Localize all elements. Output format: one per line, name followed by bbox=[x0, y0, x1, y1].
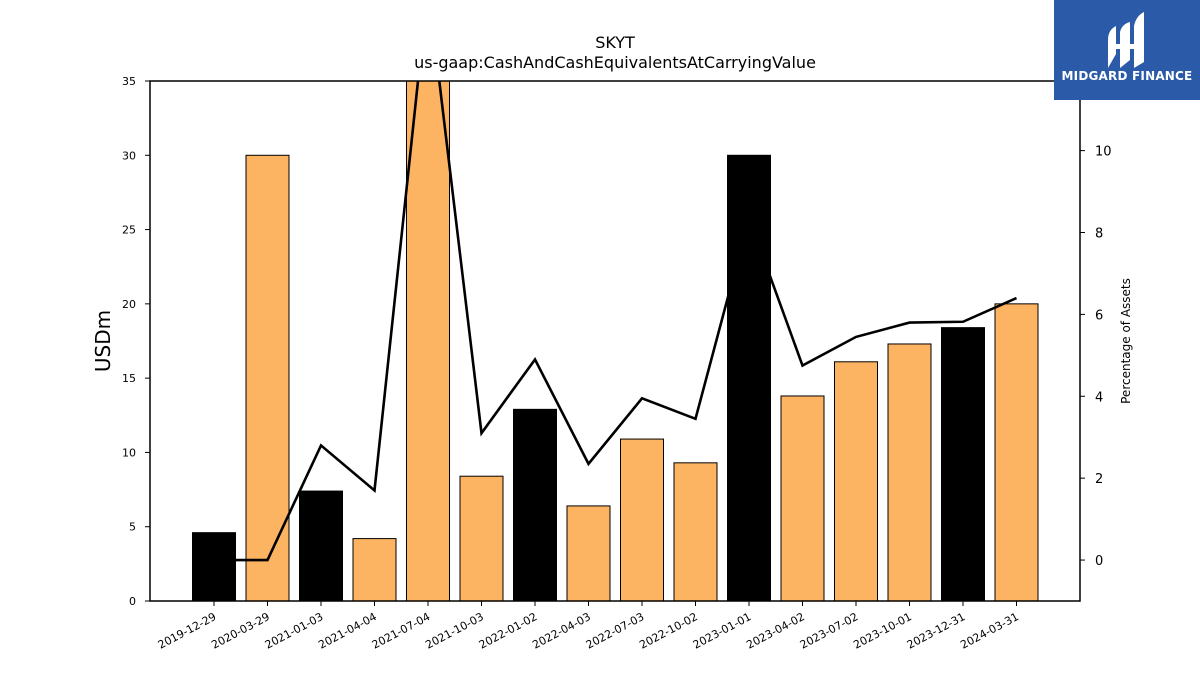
bar-2023-07-02 bbox=[834, 361, 878, 601]
line-group bbox=[214, 81, 1018, 562]
x-tick-label: 2023-07-02 bbox=[798, 610, 861, 651]
bar-2021-01-03 bbox=[299, 490, 343, 601]
y-tick-label: 0 bbox=[129, 595, 136, 608]
bar-2019-12-29 bbox=[192, 532, 236, 601]
y-tick-label: 5 bbox=[129, 521, 136, 534]
x-tick-label: 2020-03-29 bbox=[209, 610, 272, 651]
percentage-line bbox=[214, 81, 1018, 562]
bar-2023-04-02 bbox=[780, 395, 825, 601]
plot-frame bbox=[149, 80, 1081, 602]
x-tick-label: 2023-12-31 bbox=[905, 610, 968, 651]
bar-2022-10-02 bbox=[673, 462, 718, 601]
y-tick-label: 10 bbox=[122, 446, 136, 459]
x-tick-label: 2023-01-01 bbox=[691, 610, 754, 651]
y-tick-label: 15 bbox=[122, 372, 136, 385]
y-tick-label: 20 bbox=[122, 298, 136, 311]
bar-2023-12-31 bbox=[941, 327, 985, 601]
x-tick-label: 2022-10-02 bbox=[637, 610, 700, 651]
brand-logo: MIDGARD FINANCE bbox=[1054, 0, 1200, 100]
right-axis-ticks: 0 2 4 6 8 10 bbox=[1080, 145, 1112, 569]
midgard-logo-icon bbox=[1108, 12, 1144, 68]
bars-group bbox=[192, 81, 1039, 601]
x-tick-label: 2022-04-03 bbox=[530, 610, 593, 651]
bar-2021-04-04 bbox=[352, 538, 397, 601]
bar-2022-04-03 bbox=[566, 505, 611, 601]
logo-text: MIDGARD FINANCE bbox=[1061, 69, 1193, 83]
y-axis-label: USDm bbox=[91, 310, 115, 372]
y-tick-label: 25 bbox=[122, 224, 136, 237]
chart-title: SKYT bbox=[595, 33, 635, 52]
bar-2020-03-29 bbox=[245, 154, 290, 601]
bar-2022-07-03 bbox=[620, 438, 664, 601]
y2-tick-label: 4 bbox=[1095, 390, 1103, 405]
x-tick-label: 2022-01-02 bbox=[477, 610, 540, 651]
chart-subtitle: us-gaap:CashAndCashEquivalentsAtCarrying… bbox=[414, 53, 816, 72]
bar-2023-10-01 bbox=[887, 343, 932, 601]
x-tick-label: 2024-03-31 bbox=[958, 610, 1021, 651]
bar-2024-03-31 bbox=[994, 303, 1039, 601]
x-tick-label: 2021-10-03 bbox=[423, 610, 486, 651]
y2-tick-label: 10 bbox=[1095, 145, 1112, 160]
y2-tick-label: 2 bbox=[1095, 472, 1103, 487]
x-tick-label: 2022-07-03 bbox=[584, 610, 647, 651]
y-tick-label: 30 bbox=[122, 149, 136, 162]
y2-tick-label: 6 bbox=[1095, 308, 1103, 323]
x-tick-label: 2019-12-29 bbox=[156, 610, 219, 651]
y2-tick-label: 8 bbox=[1095, 226, 1103, 241]
bar-2023-01-01 bbox=[727, 154, 771, 601]
left-axis-ticks: 0 5 10 15 20 25 30 35 bbox=[122, 75, 150, 608]
x-tick-label: 2021-01-03 bbox=[263, 610, 326, 651]
bar-2022-01-02 bbox=[513, 408, 557, 601]
x-tick-label: 2021-04-04 bbox=[316, 610, 379, 651]
x-tick-label: 2023-04-02 bbox=[744, 610, 807, 651]
x-tick-label: 2021-07-04 bbox=[370, 610, 433, 651]
bar-2021-07-04 bbox=[406, 81, 450, 601]
y2-axis-label: Percentage of Assets bbox=[1119, 278, 1133, 404]
y2-tick-label: 0 bbox=[1095, 554, 1103, 569]
x-tick-label: 2023-10-01 bbox=[851, 610, 914, 651]
y-tick-label: 35 bbox=[122, 75, 136, 88]
x-axis-ticks: 2019-12-292020-03-292021-01-032021-04-04… bbox=[156, 601, 1021, 652]
bar-2021-10-03 bbox=[459, 475, 504, 601]
